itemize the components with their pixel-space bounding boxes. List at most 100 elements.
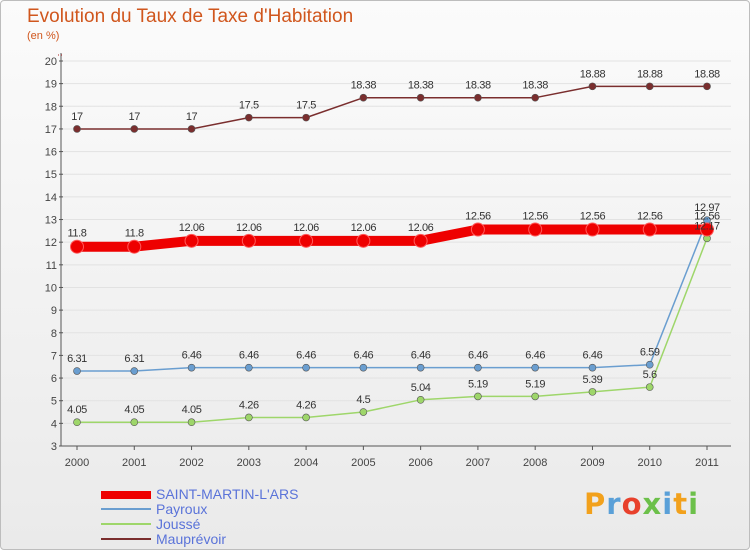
x-tick-label: 2006 bbox=[408, 457, 432, 469]
y-tick-label: 19 bbox=[45, 79, 57, 91]
y-tick-label: 8 bbox=[51, 328, 57, 340]
data-point bbox=[588, 388, 597, 396]
y-tick-label: 18 bbox=[45, 101, 57, 113]
data-point bbox=[474, 392, 482, 401]
data-label: 6.31 bbox=[67, 353, 87, 365]
data-point bbox=[356, 233, 371, 248]
logo-letter: o bbox=[621, 487, 643, 521]
data-point bbox=[245, 413, 253, 422]
chart-subtitle: (en %) bbox=[27, 30, 60, 42]
data-point bbox=[588, 82, 597, 91]
data-point bbox=[184, 233, 199, 248]
data-point bbox=[703, 82, 711, 91]
data-label: 11.8 bbox=[68, 228, 87, 240]
axes bbox=[58, 53, 731, 447]
data-label: 18.88 bbox=[637, 68, 663, 80]
data-label: 18.38 bbox=[522, 80, 548, 92]
y-tick-label: 7 bbox=[51, 350, 57, 362]
legend-label: Payroux bbox=[156, 501, 208, 517]
data-point bbox=[70, 239, 84, 254]
data-label: 17 bbox=[186, 111, 198, 123]
logo-letter: x bbox=[642, 487, 663, 521]
data-point bbox=[302, 113, 310, 122]
data-label: 6.46 bbox=[583, 350, 603, 362]
data-label: 5.19 bbox=[525, 378, 545, 390]
data-label: 12.06 bbox=[293, 222, 319, 234]
logo-letter: i bbox=[662, 487, 674, 521]
data-label: 17.5 bbox=[239, 100, 259, 112]
data-point bbox=[474, 93, 482, 102]
data-label: 12.56 bbox=[694, 210, 720, 222]
legend-swatch bbox=[101, 491, 151, 499]
y-tick-label: 3 bbox=[51, 441, 57, 453]
y-tick-label: 17 bbox=[45, 124, 57, 136]
data-point bbox=[73, 418, 81, 427]
y-tick-label: 5 bbox=[51, 396, 57, 408]
data-point bbox=[187, 418, 196, 427]
data-label: 17.5 bbox=[296, 100, 316, 112]
data-label: 12.56 bbox=[637, 210, 663, 222]
data-point bbox=[470, 222, 485, 237]
data-label: 18.88 bbox=[694, 68, 720, 80]
logo-letter: P bbox=[584, 487, 607, 521]
x-tick-label: 2003 bbox=[237, 457, 261, 469]
data-label: 6.46 bbox=[239, 350, 259, 362]
data-point bbox=[299, 233, 314, 248]
data-point bbox=[359, 363, 368, 372]
data-label: 12.17 bbox=[694, 220, 720, 232]
logo-letter: r bbox=[606, 487, 622, 521]
y-tick-label: 4 bbox=[51, 418, 57, 430]
x-axis-ticks: 2000 2001 2002 2003 2004 2005 2006 2007 2008 2009… bbox=[65, 446, 719, 469]
data-label: 12.56 bbox=[580, 210, 606, 222]
data-label: 18.38 bbox=[351, 80, 377, 92]
y-tick-label: 10 bbox=[45, 282, 57, 294]
data-label: 6.46 bbox=[525, 350, 545, 362]
data-point bbox=[302, 363, 310, 372]
data-point bbox=[359, 408, 368, 416]
data-label: 12.56 bbox=[465, 210, 491, 222]
data-point bbox=[245, 113, 253, 122]
data-point bbox=[130, 367, 139, 375]
data-label: 18.38 bbox=[408, 80, 434, 92]
data-point bbox=[413, 233, 428, 248]
data-label: 6.46 bbox=[182, 350, 202, 362]
data-point bbox=[130, 125, 139, 133]
data-label: 12.06 bbox=[351, 222, 377, 234]
y-tick-label: 12 bbox=[45, 237, 57, 249]
data-point bbox=[645, 360, 654, 369]
x-tick-label: 2008 bbox=[523, 457, 547, 469]
data-label: 5.39 bbox=[583, 374, 603, 386]
data-point bbox=[528, 222, 543, 237]
legend-swatch bbox=[101, 538, 151, 540]
data-label: 17 bbox=[129, 111, 141, 123]
data-point bbox=[531, 392, 539, 401]
data-point bbox=[130, 418, 139, 427]
legend-swatch bbox=[101, 508, 151, 510]
data-point bbox=[416, 363, 425, 372]
data-label: 12.97 bbox=[694, 202, 720, 214]
series-line bbox=[76, 85, 708, 130]
legend-label: SAINT-MARTIN-L'ARS bbox=[156, 486, 299, 502]
y-tick-label: 15 bbox=[45, 169, 57, 181]
data-point bbox=[645, 82, 654, 91]
data-label: 17 bbox=[71, 111, 83, 123]
data-point bbox=[127, 239, 142, 254]
data-point bbox=[642, 222, 657, 237]
y-tick-label: 16 bbox=[45, 147, 57, 159]
legend-label: Joussé bbox=[156, 516, 201, 532]
data-label: 11.8 bbox=[125, 228, 144, 240]
logo-letter: i bbox=[688, 487, 700, 521]
data-point bbox=[73, 367, 81, 375]
data-label: 6.46 bbox=[353, 350, 373, 362]
data-label: 6.46 bbox=[468, 350, 488, 362]
x-tick-label: 2007 bbox=[466, 457, 490, 469]
data-point bbox=[588, 363, 597, 372]
data-label: 4.05 bbox=[124, 404, 144, 416]
data-label: 18.38 bbox=[465, 80, 491, 92]
legend-swatch bbox=[101, 523, 151, 525]
data-point bbox=[73, 125, 81, 133]
data-label: 4.26 bbox=[296, 399, 316, 411]
data-label: 4.05 bbox=[67, 404, 87, 416]
x-tick-label: 2002 bbox=[179, 457, 203, 469]
